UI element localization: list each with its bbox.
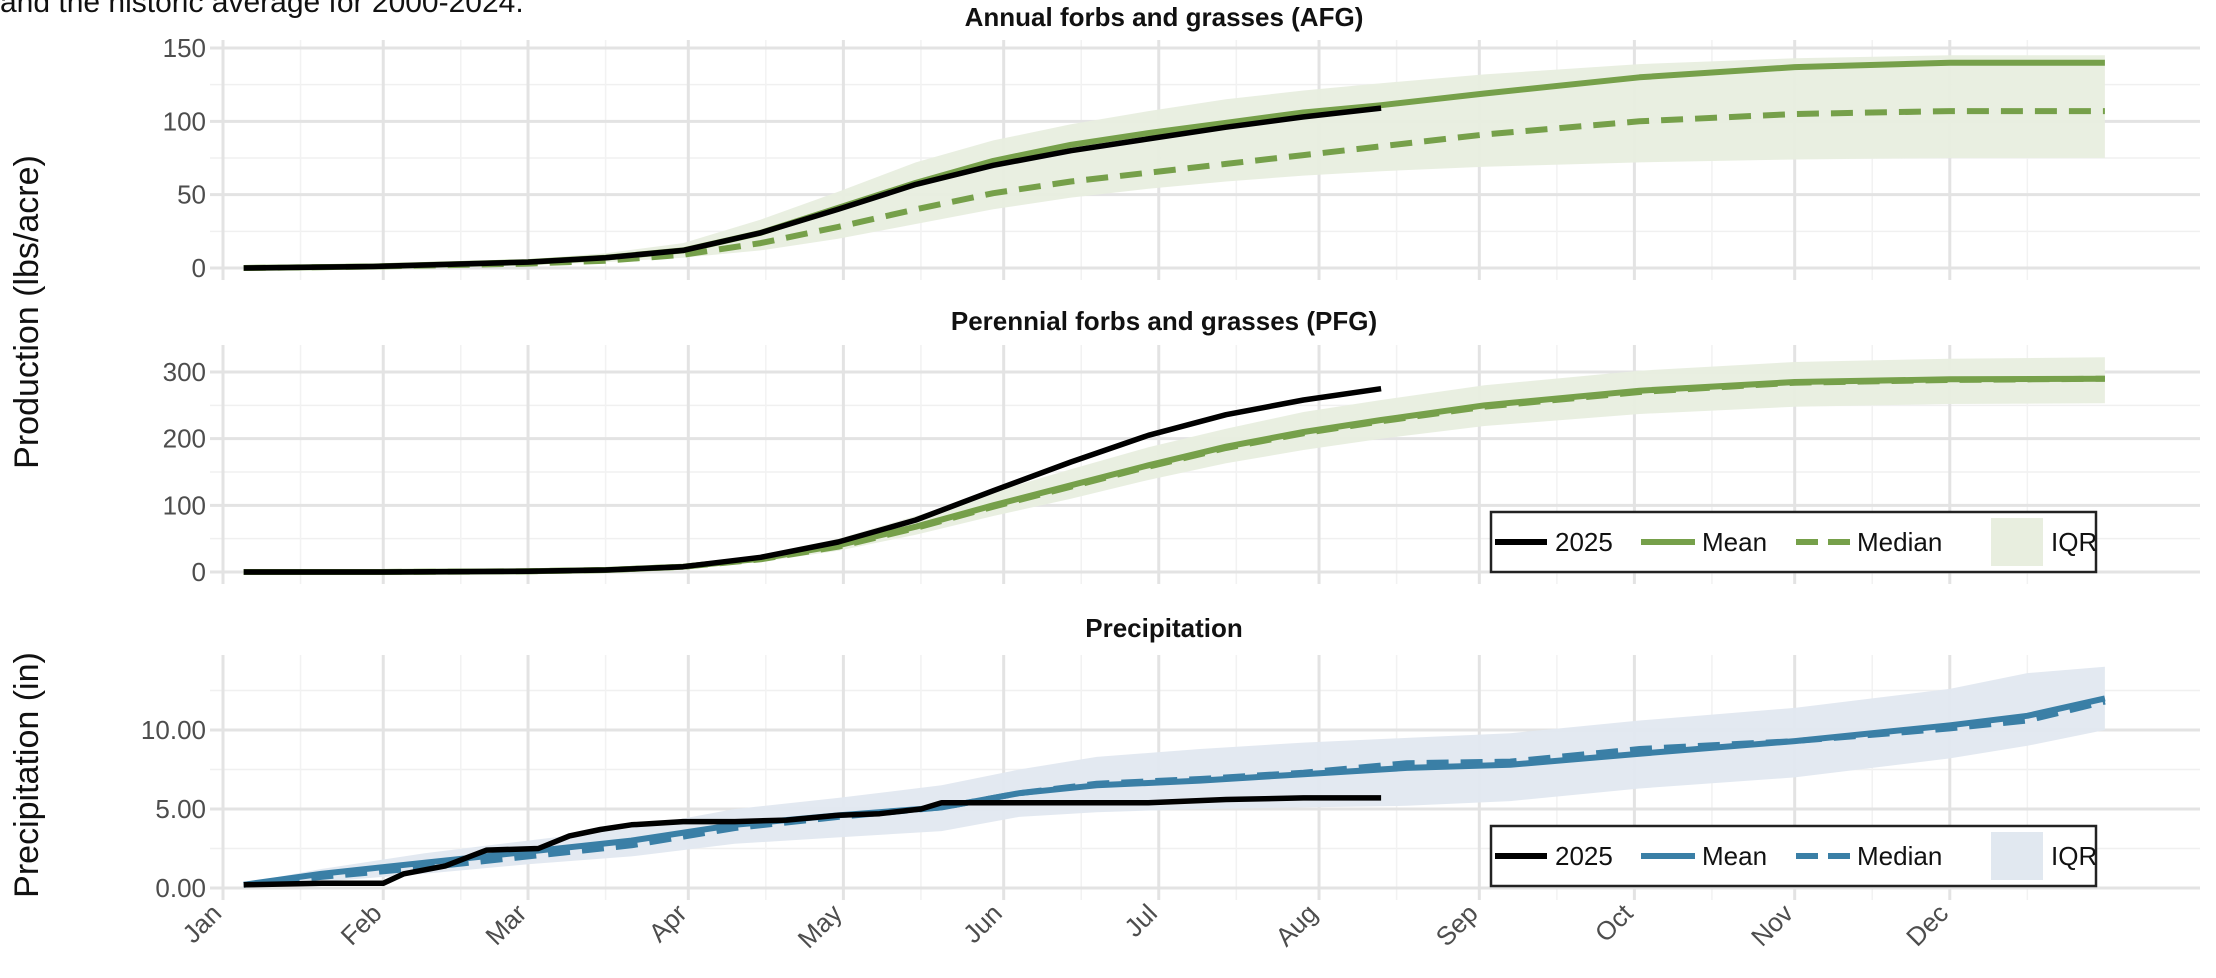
legend-label-2025: 2025 [1555,841,1613,871]
x-tick-label-sep: Sep [1430,898,1484,952]
panel-title: Precipitation [1085,613,1242,643]
legend-label-mean: Mean [1702,527,1767,557]
y-axis-title-precipitation: Precipitation (in) [8,652,46,898]
x-tick-label-dec: Dec [1900,898,1954,952]
x-tick-label-jan: Jan [176,898,227,949]
y-axis-title-production: Production (lbs/acre) [8,155,46,469]
legend-precipitation: 2025 Mean Median IQR [1489,824,2098,888]
x-tick-label-feb: Feb [335,898,388,951]
legend-production: 2025 Mean Median IQR [1489,510,2098,574]
y-tick-label: 50 [177,180,206,210]
y-tick-label: 150 [163,33,206,63]
line-2025 [243,105,1382,271]
line-2025 [243,795,1382,888]
x-tick-label-may: May [792,898,848,954]
panel-title: Annual forbs and grasses (AFG) [965,2,1364,32]
y-tick-label: 0 [192,253,206,283]
x-tick-label-nov: Nov [1745,898,1799,952]
legend-label-median: Median [1857,841,1942,871]
legend-label-iqr: IQR [2051,527,2097,557]
y-tick-label: 0 [192,557,206,587]
caption-fragment: and the historic average for 2000-2024. [0,0,524,19]
y-tick-label: 0.00 [155,873,206,903]
line-2025 [243,385,1382,575]
y-tick-label: 300 [163,357,206,387]
legend-label-2025: 2025 [1555,527,1613,557]
iqr-band [243,55,2105,268]
legend-swatch-iqr [1991,518,2043,566]
y-tick-label: 5.00 [155,794,206,824]
legend-label-iqr: IQR [2051,841,2097,871]
panel-precipitation: 0.00 5.00 10.00 Precipitation [141,613,2200,903]
x-tick-label-aug: Aug [1269,898,1323,952]
iqr-band [243,357,2105,572]
y-tick-label: 100 [163,490,206,520]
y-tick-label: 100 [163,106,206,136]
x-tick-label-mar: Mar [479,898,532,951]
x-tick-label-oct: Oct [1589,897,1639,947]
y-tick-label: 10.00 [141,715,206,745]
legend-swatch-iqr [1991,832,2043,880]
x-tick-label-apr: Apr [643,898,693,948]
legend-label-mean: Mean [1702,841,1767,871]
x-tick-label-jun: Jun [957,898,1008,949]
panel-title: Perennial forbs and grasses (PFG) [951,306,1377,336]
mean-line [243,695,2106,888]
legend-label-median: Median [1857,527,1942,557]
y-tick-label: 200 [163,424,206,454]
x-tick-label-jul: Jul [1118,898,1163,943]
panel-afg: 0 50 100 150 Annual forbs and grasses (AFG) [163,2,2200,283]
